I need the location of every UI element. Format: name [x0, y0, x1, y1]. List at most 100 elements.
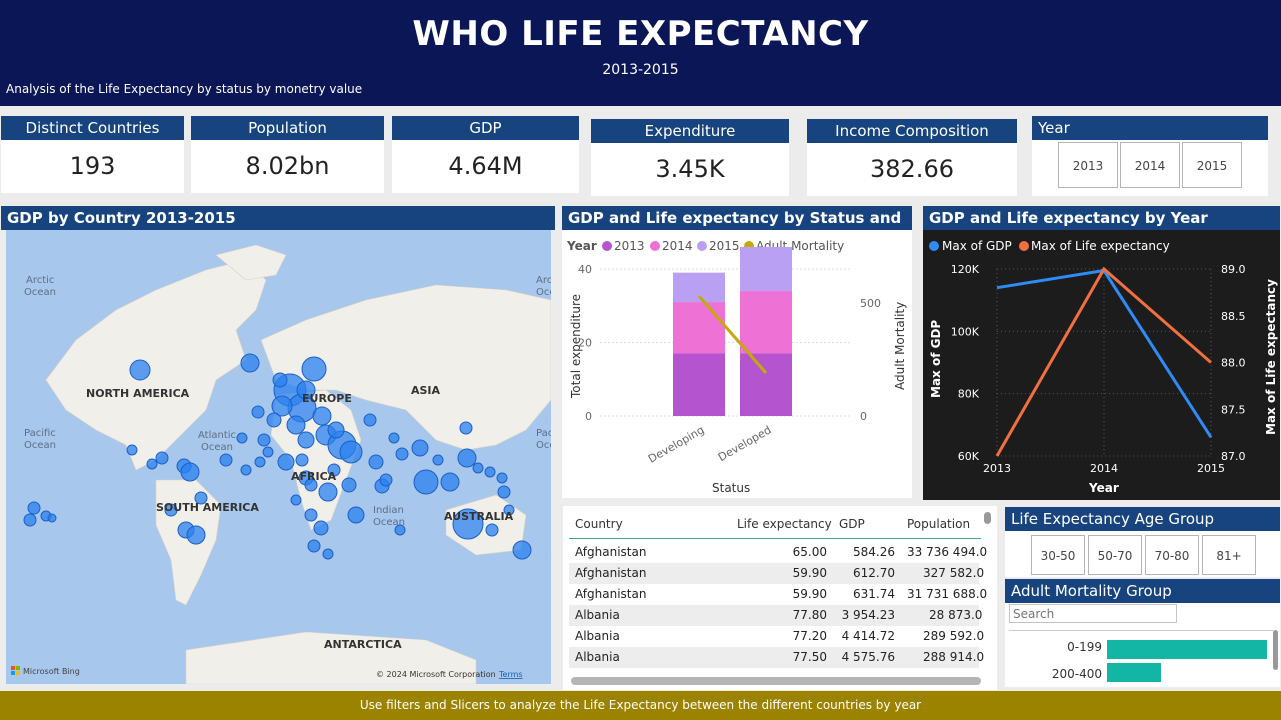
y-tick-label: 40: [578, 263, 592, 276]
life-expectancy-line: [995, 266, 1212, 457]
cell-gdp: 3 954.23: [841, 608, 895, 622]
country-bubble: [339, 440, 363, 464]
country-bubble: [126, 444, 138, 456]
label-europe: EUROPE: [302, 392, 352, 405]
mortality-bar-0-199[interactable]: [1107, 640, 1267, 659]
legend-title: Year: [566, 239, 597, 253]
cell-life: 65.00: [792, 545, 827, 559]
country-bubble: [296, 380, 316, 400]
x-axis-label: Status: [712, 481, 750, 495]
country-bubble: [327, 463, 341, 477]
table-hscrollbar[interactable]: [571, 677, 981, 685]
status-chart: Year 2013 2014 2015 Adult Mortality Tota…: [562, 230, 912, 498]
year-chart-canvas: Max of GDP Max of Life expectancy Max of…: [929, 239, 1278, 495]
cell-country: Albania: [575, 629, 620, 643]
y-tick-label: 80K: [958, 388, 980, 401]
gdp-map[interactable]: NORTH AMERICA SOUTH AMERICA EUROPE ASIA …: [6, 230, 551, 684]
country-bubble: [413, 469, 439, 495]
kpi-value: 4.64M: [448, 152, 523, 180]
country-bubble: [236, 432, 248, 444]
label-indian: Indian: [373, 505, 404, 516]
table-row[interactable]: Afghanistan 59.90 612.70 327 582.0: [569, 563, 984, 584]
legend-marker-2013: [602, 241, 612, 251]
kpi-label: Income Composition: [807, 119, 1017, 143]
age-option-70-80[interactable]: 70-80: [1145, 535, 1199, 575]
country-bubble: [146, 458, 158, 470]
year-option-2013[interactable]: 2013: [1058, 142, 1118, 188]
y-axis-label-left: Total expenditure: [569, 294, 583, 399]
mortality-group-title: Adult Mortality Group: [1005, 579, 1280, 603]
mortality-search-input[interactable]: [1009, 604, 1177, 623]
label-pacific-ocean: Ocean: [24, 440, 56, 451]
cell-country: Afghanistan: [575, 566, 647, 580]
country-bubble: [304, 478, 318, 492]
label-asia: ASIA: [411, 384, 441, 397]
mortality-bar-label: 200-400: [1051, 667, 1102, 681]
country-bubble: [341, 477, 357, 493]
cell-population: 28 873.0: [929, 608, 983, 622]
country-bubble: [327, 421, 345, 439]
year-option-2014[interactable]: 2014: [1120, 142, 1180, 188]
country-bubble: [27, 501, 41, 515]
country-bubble: [251, 405, 265, 419]
table-row[interactable]: Albania 77.50 4 575.76 288 914.0: [569, 647, 984, 668]
country-bubble: [257, 433, 271, 447]
table-row[interactable]: Afghanistan 59.90 631.74 31 731 688.0: [569, 584, 987, 605]
map-canvas[interactable]: NORTH AMERICA SOUTH AMERICA EUROPE ASIA …: [6, 230, 551, 684]
country-bubble: [485, 523, 499, 537]
kpi-value: 382.66: [870, 155, 954, 183]
mortality-bar-200-400[interactable]: [1107, 663, 1161, 682]
country-bubble: [180, 462, 200, 482]
x-tick-label: 2013: [983, 462, 1011, 475]
kpi-population: Population 8.02bn: [191, 116, 384, 193]
y-tick-label: 20: [578, 337, 592, 350]
y2-tick-label: 87.0: [1221, 450, 1246, 463]
year-chart: Max of GDP Max of Life expectancy Max of…: [923, 230, 1280, 500]
kpi-value: 3.45K: [655, 155, 725, 183]
country-bubble: [395, 447, 409, 461]
table-vscrollbar[interactable]: [984, 512, 991, 524]
label-arctic-ocean-right: Ocean: [536, 287, 551, 298]
age-option-81-plus[interactable]: 81+: [1202, 535, 1256, 575]
legend-marker-gdp: [929, 241, 939, 251]
col-gdp[interactable]: GDP: [839, 517, 865, 531]
map-bubbles: [23, 353, 532, 560]
year-option-2015[interactable]: 2015: [1182, 142, 1242, 188]
cell-life: 77.50: [792, 650, 827, 664]
footer-note: Use filters and Slicers to analyze the L…: [0, 691, 1281, 720]
land-masses: [45, 244, 551, 684]
col-life-expectancy[interactable]: Life expectancy: [737, 517, 832, 531]
col-country[interactable]: Country: [575, 517, 623, 531]
cell-population: 33 736 494.0: [907, 545, 988, 559]
country-bubble: [47, 513, 57, 523]
year-slicer-title: Year: [1032, 116, 1268, 140]
table-row[interactable]: Afghanistan 65.00 584.26 33 736 494.0: [569, 542, 987, 563]
mortality-scrollbar[interactable]: [1273, 630, 1278, 670]
header-divider: [569, 538, 981, 539]
age-option-30-50[interactable]: 30-50: [1031, 535, 1085, 575]
kpi-label: Distinct Countries: [1, 116, 184, 140]
bar-segment: [740, 291, 792, 354]
country-bubble: [295, 453, 309, 467]
bing-logo-icon: [11, 666, 15, 670]
country-bubble: [297, 431, 315, 449]
cell-country: Albania: [575, 608, 620, 622]
col-population[interactable]: Population: [907, 517, 971, 531]
country-bubble: [440, 472, 460, 492]
cell-country: Afghanistan: [575, 587, 647, 601]
legend-2015: 2015: [709, 239, 740, 253]
bar-segment: [673, 302, 725, 354]
country-bubble: [432, 454, 444, 466]
y2-tick-label: 88.5: [1221, 310, 1246, 323]
age-option-50-70[interactable]: 50-70: [1088, 535, 1142, 575]
map-terms-link[interactable]: Terms: [498, 670, 523, 679]
cell-gdp: 4 414.72: [841, 629, 895, 643]
label-pacific: Pacific: [24, 428, 56, 439]
table-row[interactable]: Albania 77.20 4 414.72 289 592.0: [569, 626, 984, 647]
country-bubble: [286, 415, 306, 435]
country-bubble: [363, 413, 377, 427]
country-bubble: [23, 513, 37, 527]
table-header: Country Life expectancy GDP Population: [569, 514, 979, 535]
country-bubble: [304, 508, 318, 522]
table-row[interactable]: Albania 77.80 3 954.23 28 873.0: [569, 605, 983, 626]
